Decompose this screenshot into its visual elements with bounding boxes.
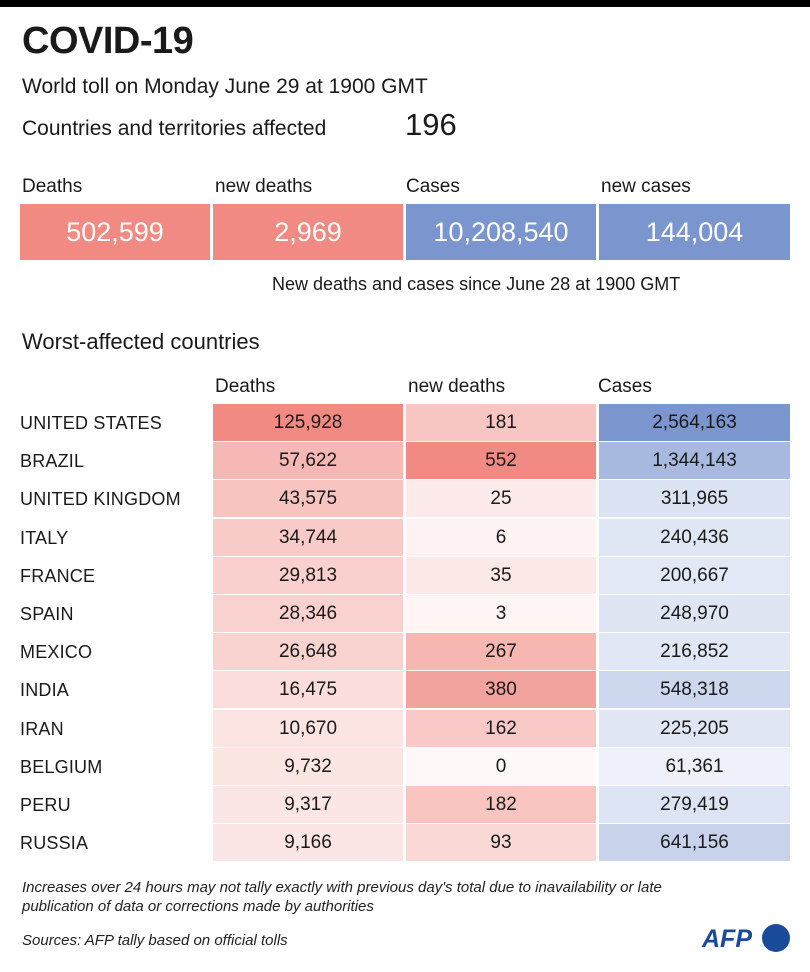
cases-cell: 248,970: [599, 595, 790, 632]
deaths-cell: 29,813: [213, 556, 403, 594]
deaths-cell: 125,928: [213, 404, 403, 441]
new-deaths-cell: 93: [406, 824, 596, 862]
total-new-cases-label: new cases: [601, 176, 691, 197]
cases-cell: 216,852: [599, 633, 790, 671]
cases-cell: 200,667: [599, 556, 790, 594]
deaths-cell: 43,575: [213, 480, 403, 518]
top-bar: [0, 0, 810, 7]
countries-affected-value: 196: [405, 107, 457, 142]
row-country-label: PERU: [20, 795, 71, 815]
table-title: Worst-affected countries: [22, 329, 260, 354]
row-country-label: FRANCE: [20, 565, 96, 586]
column-header-cases: Cases: [598, 376, 652, 397]
source-note: Sources: AFP tally based on official tol…: [22, 932, 288, 949]
row-country-label: INDIA: [20, 680, 70, 701]
cases-cell: 311,965: [599, 480, 790, 518]
row-country-label: UNITED STATES: [20, 413, 162, 433]
new-deaths-cell: 267: [406, 633, 596, 671]
subtitle: World toll on Monday June 29 at 1900 GMT: [22, 75, 428, 98]
cases-cell: 2,564,163: [599, 404, 790, 441]
new-deaths-cell: 380: [406, 671, 596, 709]
row-country-label: BELGIUM: [20, 756, 103, 777]
cases-cell: 279,419: [599, 786, 790, 823]
row-country-label: IRAN: [20, 718, 64, 739]
deaths-cell: 34,744: [213, 518, 403, 556]
total-new-deaths-value: 2,969: [213, 204, 403, 260]
totals-note: New deaths and cases since June 28 at 19…: [272, 274, 681, 294]
new-deaths-cell: 3: [406, 595, 596, 632]
total-cases-value: 10,208,540: [406, 204, 596, 260]
new-deaths-cell: 25: [406, 480, 596, 518]
cases-cell: 1,344,143: [599, 442, 790, 480]
countries-affected-label: Countries and territories affected: [22, 117, 327, 140]
total-deaths-value: 502,599: [20, 204, 210, 260]
cases-cell: 240,436: [599, 518, 790, 556]
deaths-cell: 26,648: [213, 633, 403, 671]
afp-logo-dot: [762, 924, 790, 952]
total-new-cases-value: 144,004: [599, 204, 790, 260]
new-deaths-cell: 182: [406, 786, 596, 823]
cases-cell: 225,205: [599, 709, 790, 747]
column-header-new-deaths: new deaths: [408, 376, 506, 397]
deaths-cell: 10,670: [213, 709, 403, 747]
deaths-cell: 16,475: [213, 671, 403, 709]
deaths-cell: 9,166: [213, 824, 403, 862]
cases-cell: 548,318: [599, 671, 790, 709]
cases-cell: 641,156: [599, 824, 790, 862]
column-header-deaths: Deaths: [215, 376, 276, 397]
new-deaths-cell: 0: [406, 747, 596, 785]
row-country-label: UNITED KINGDOM: [20, 489, 181, 510]
row-country-label: MEXICO: [20, 642, 93, 663]
total-deaths-label: Deaths: [22, 176, 83, 197]
page-title: COVID-19: [22, 20, 194, 62]
deaths-cell: 57,622: [213, 442, 403, 480]
deaths-cell: 9,732: [213, 747, 403, 785]
row-country-label: RUSSIA: [20, 833, 89, 854]
new-deaths-cell: 162: [406, 709, 596, 747]
new-deaths-cell: 6: [406, 518, 596, 556]
new-deaths-cell: 35: [406, 556, 596, 594]
afp-logo: AFP: [702, 925, 752, 953]
cases-cell: 61,361: [599, 747, 790, 785]
footnote: Increases over 24 hours may not tally ex…: [22, 879, 662, 915]
row-country-label: ITALY: [20, 527, 69, 548]
deaths-cell: 9,317: [213, 786, 403, 823]
total-new-deaths-label: new deaths: [215, 176, 313, 197]
row-country-label: BRAZIL: [20, 451, 85, 472]
total-cases-label: Cases: [406, 176, 460, 197]
deaths-cell: 28,346: [213, 595, 403, 632]
new-deaths-cell: 552: [406, 442, 596, 480]
new-deaths-cell: 181: [406, 404, 596, 441]
row-country-label: SPAIN: [20, 604, 74, 624]
